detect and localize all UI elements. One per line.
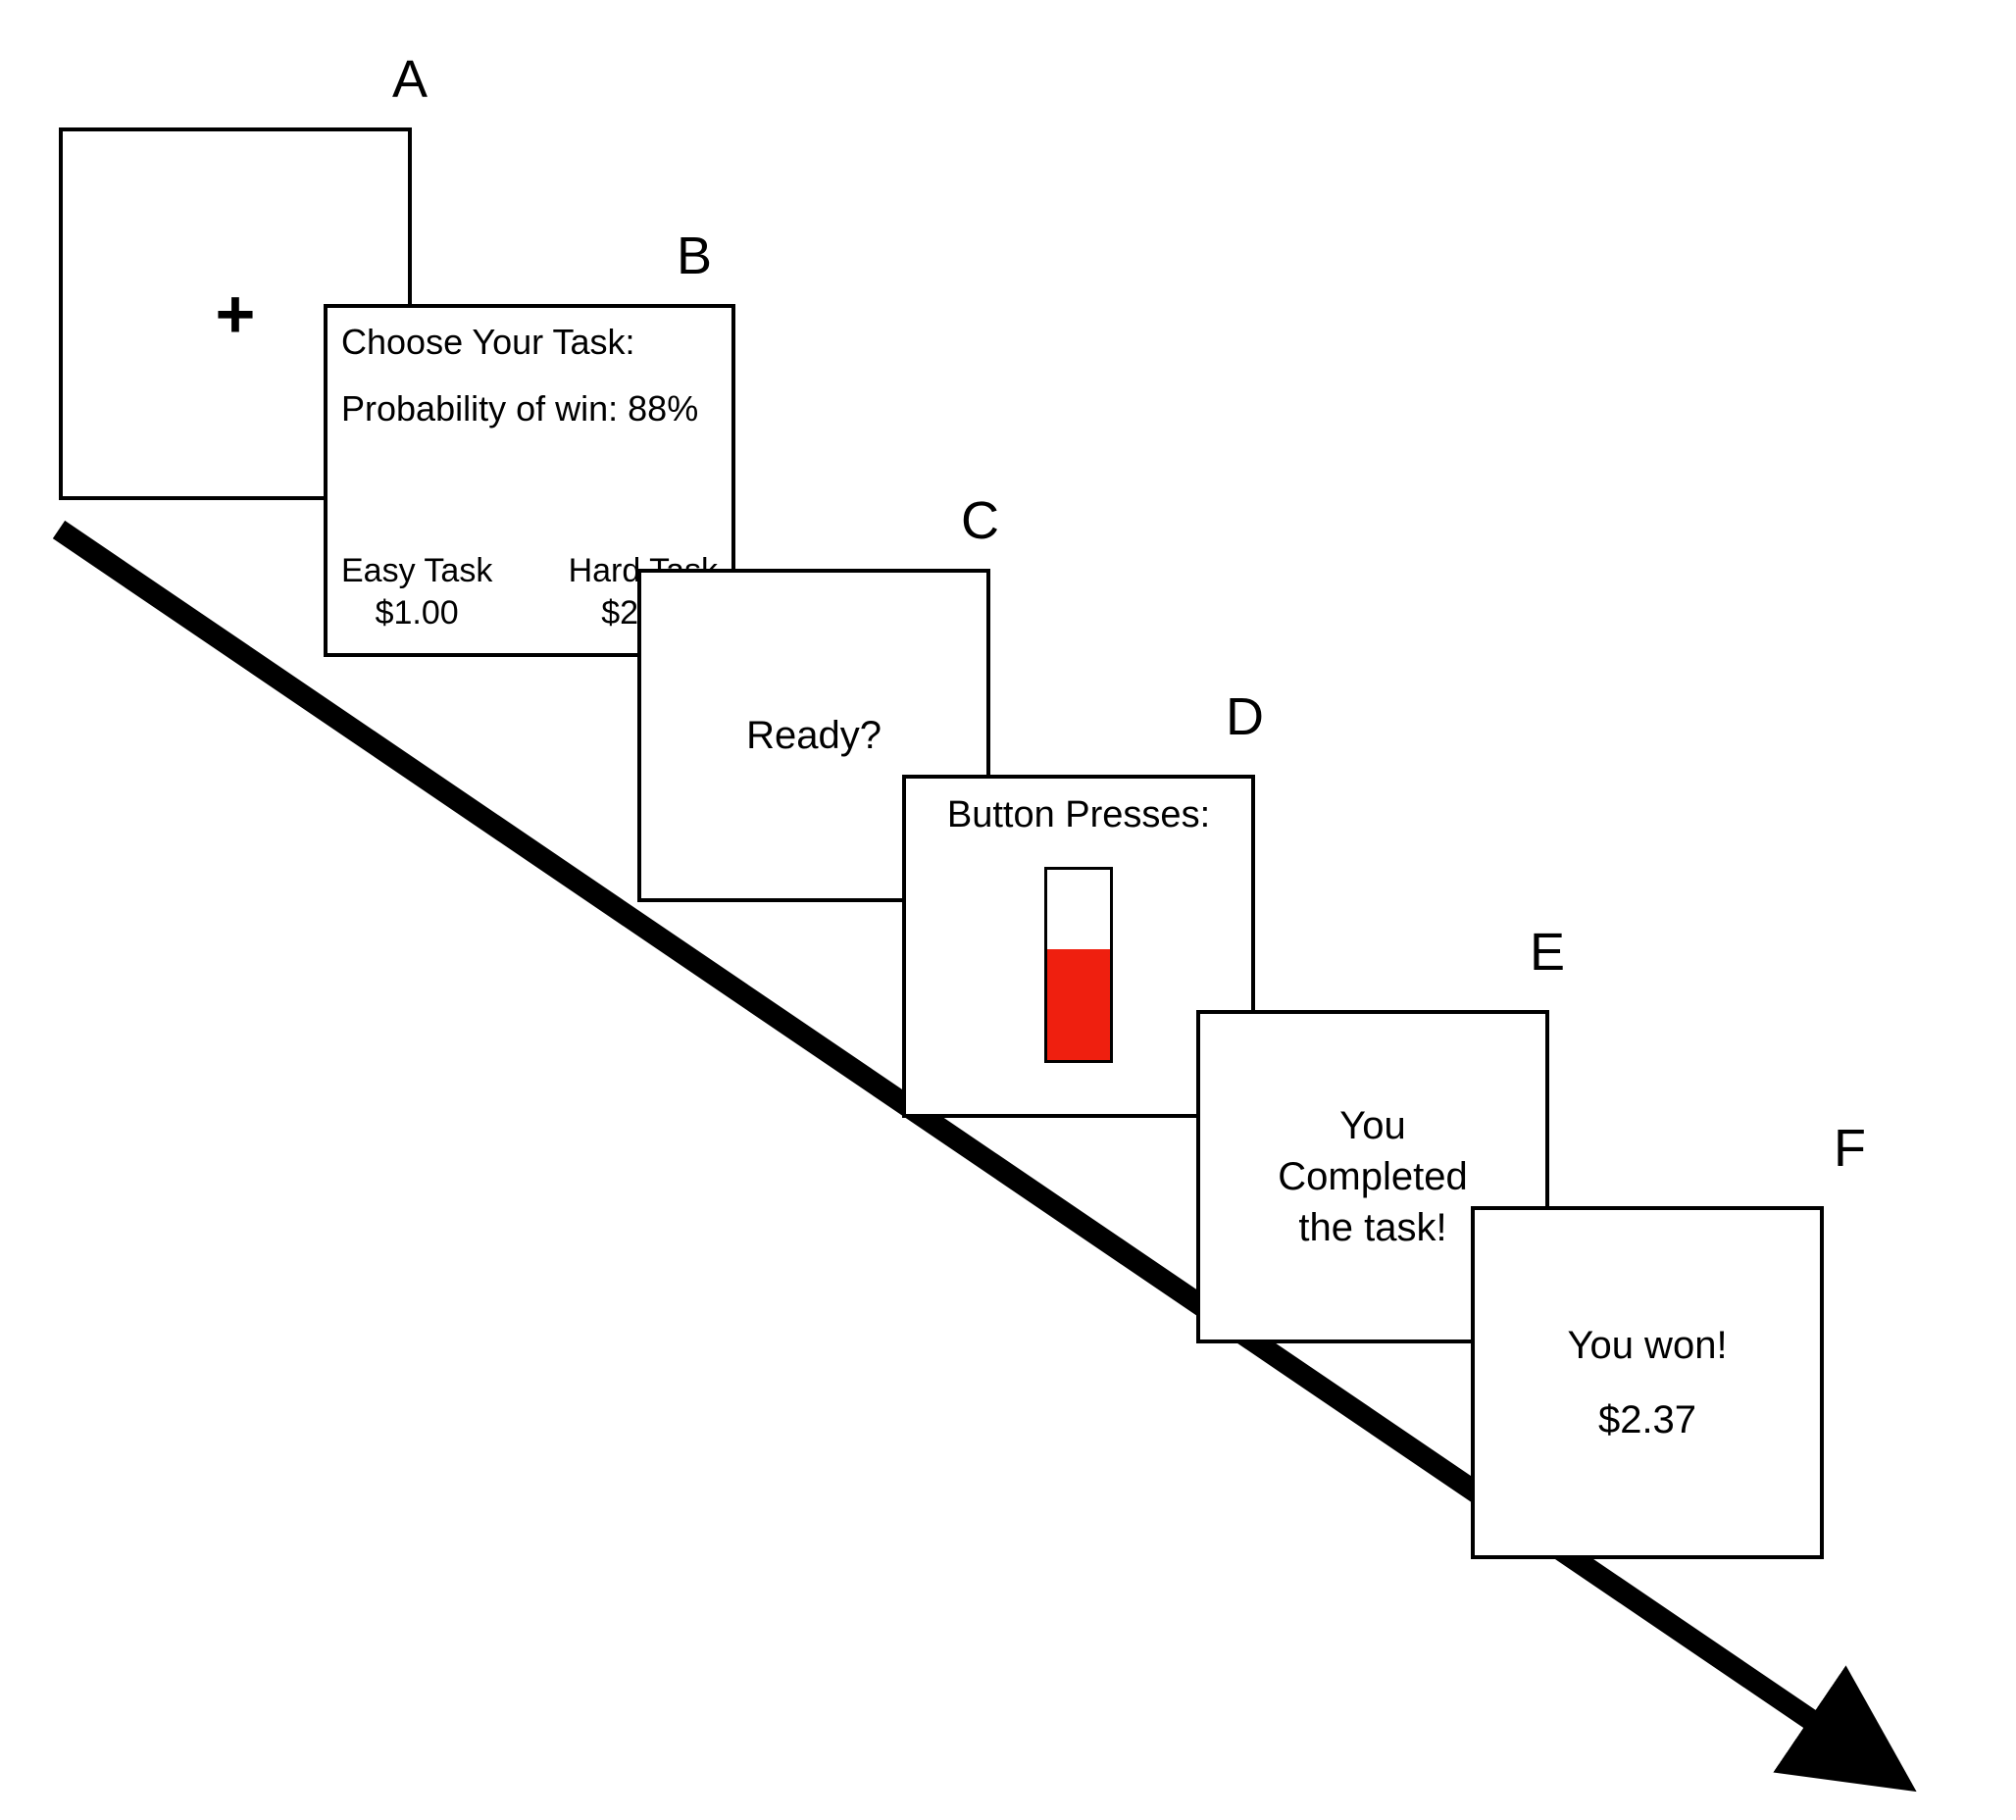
won-amount: $2.37	[1567, 1394, 1727, 1445]
easy-task-label: Easy Task	[341, 550, 492, 592]
progress-bar-outline	[1044, 867, 1113, 1063]
panel-label-c: C	[961, 490, 999, 551]
diagram-canvas: A + B Choose Your Task: Probability of w…	[0, 0, 2016, 1820]
choose-title: Choose Your Task:	[341, 322, 635, 363]
panel-label-a: A	[392, 49, 428, 110]
panel-f-won: You won! $2.37	[1471, 1206, 1824, 1559]
panel-label-e: E	[1530, 922, 1565, 983]
panel-label-d: D	[1226, 686, 1264, 747]
fixation-cross-icon: +	[216, 275, 256, 353]
won-block: You won! $2.37	[1567, 1320, 1727, 1445]
completed-text: You Completed the task!	[1278, 1100, 1467, 1253]
panel-label-b: B	[677, 226, 712, 286]
probability-line: Probability of win: 88%	[341, 388, 698, 430]
progress-bar-fill	[1047, 949, 1110, 1060]
easy-task-option: Easy Task $1.00	[341, 550, 492, 633]
won-text: You won!	[1567, 1320, 1727, 1371]
button-press-title: Button Presses:	[947, 794, 1210, 836]
completed-line1: You Completed	[1278, 1104, 1467, 1198]
easy-task-value: $1.00	[341, 592, 492, 634]
probability-value: 88%	[628, 388, 698, 429]
completed-line2: the task!	[1298, 1206, 1446, 1249]
panel-label-f: F	[1834, 1118, 1866, 1179]
ready-text: Ready?	[746, 710, 882, 761]
probability-label: Probability of win:	[341, 388, 618, 429]
